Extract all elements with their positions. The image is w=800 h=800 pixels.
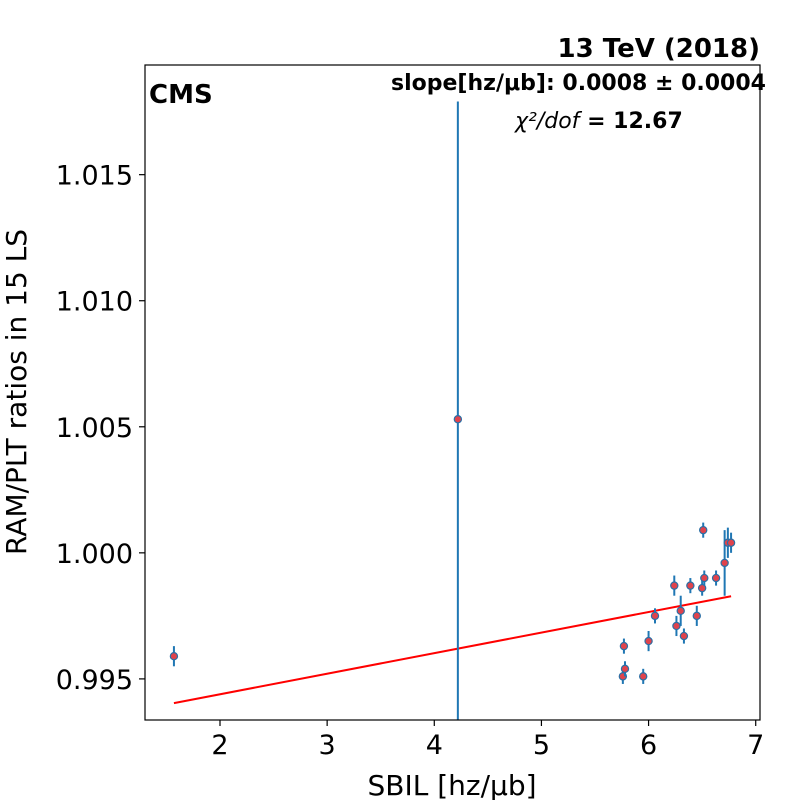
fit-line (173, 595, 732, 705)
x-tick-label-4: 4 (426, 730, 443, 761)
data-point-8 (650, 608, 660, 624)
x-tick-label-2: 2 (211, 730, 228, 761)
point-marker-18 (711, 573, 721, 583)
y-tick-label-0.995: 0.995 (56, 665, 133, 696)
data-point-7 (644, 631, 653, 652)
chart-title: 13 TeV (2018) (558, 34, 760, 64)
point-marker-21 (726, 538, 736, 547)
y-tick-label-1.005: 1.005 (56, 413, 133, 444)
fit-slope-text: slope[hz/μb]: 0.0008 ± 0.0004 (391, 71, 766, 96)
plot-frame (144, 64, 761, 721)
y-tick-label-1.015: 1.015 (56, 161, 133, 192)
point-marker-8 (650, 611, 660, 621)
point-marker-9 (670, 581, 679, 590)
data-point-14 (692, 605, 701, 626)
x-tick-label-6: 6 (640, 730, 657, 761)
point-marker-13 (686, 581, 695, 590)
point-marker-17 (700, 573, 709, 583)
x-tick-label-5: 5 (533, 730, 550, 761)
data-point-12 (679, 628, 689, 644)
x-axis-label: SBIL [hz/μb] (367, 769, 536, 800)
point-marker-1 (169, 652, 179, 661)
y-tick-label-1.000: 1.000 (56, 539, 133, 570)
point-marker-12 (679, 631, 689, 641)
y-axis-label: RAM/PLT ratios in 15 LS (0, 229, 33, 555)
fit-layer (173, 595, 732, 705)
data-point-16 (699, 522, 708, 538)
experiment-label: CMS (149, 80, 213, 110)
data-point-18 (711, 570, 721, 586)
data-point-5 (620, 661, 630, 677)
point-marker-6 (639, 672, 648, 681)
data-point-2 (453, 101, 463, 720)
point-marker-19 (720, 558, 729, 568)
chi2-value: = 12.67 (579, 109, 682, 134)
point-marker-7 (644, 636, 653, 646)
data-point-9 (670, 575, 679, 596)
data-point-1 (169, 646, 179, 667)
point-marker-10 (672, 621, 681, 631)
data-points (169, 101, 736, 720)
x-axis-ticks: 2 3 4 5 6 7 (211, 720, 764, 761)
data-point-10 (672, 615, 681, 637)
point-marker-14 (692, 611, 701, 621)
point-marker-16 (699, 525, 708, 535)
data-point-21 (726, 532, 736, 553)
data-point-17 (700, 570, 709, 586)
chi2-symbol: χ²/dof (514, 109, 583, 134)
data-point-4 (619, 638, 629, 654)
point-marker-2 (453, 415, 463, 424)
data-point-11 (676, 595, 685, 626)
fit-chi2-text: χ²/dof = 12.67 (514, 109, 683, 134)
x-tick-label-7: 7 (747, 730, 764, 761)
data-point-15 (697, 580, 707, 596)
y-tick-label-1.010: 1.010 (56, 287, 133, 318)
point-marker-4 (619, 641, 629, 651)
point-marker-11 (676, 606, 685, 616)
x-tick-label-3: 3 (319, 730, 336, 761)
data-point-13 (686, 578, 695, 594)
y-axis-ticks: 0.995 1.000 1.005 1.010 1.015 (56, 161, 145, 696)
point-marker-15 (697, 583, 707, 593)
point-marker-5 (620, 664, 630, 674)
data-point-6 (639, 668, 648, 684)
